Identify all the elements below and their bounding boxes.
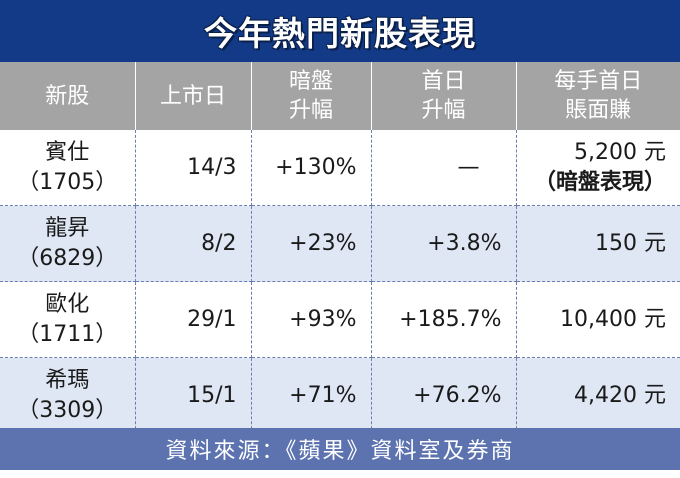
table-row: 歐化 （1711） 29/1 +93% +185.7% 10,400 元 [0, 281, 680, 358]
stock-code: （6829） [17, 245, 118, 271]
stock-cell: 賓仕 （1705） [0, 130, 136, 206]
header-first-day-line2: 升幅 [421, 98, 466, 123]
profit-cell: 4,420 元 [516, 357, 680, 434]
header-first-day: 首日 升幅 [371, 62, 517, 130]
stock-code: （1711） [17, 321, 118, 347]
grey-market-cell: +93% [251, 281, 372, 358]
stock-code: （1705） [17, 169, 118, 195]
stock-name: 賓仕 [45, 139, 90, 165]
profit-cell: 10,400 元 [516, 281, 680, 358]
grey-market-cell: +23% [251, 205, 372, 282]
stock-cell: 歐化 （1711） [0, 281, 136, 358]
header-first-day-line1: 首日 [421, 69, 466, 94]
listing-date-cell: 29/1 [135, 281, 252, 358]
table-row: 龍昇 （6829） 8/2 +23% +3.8% 150 元 [0, 205, 680, 282]
header-grey-market: 暗盤 升幅 [251, 62, 372, 130]
listing-date-cell: 8/2 [135, 205, 252, 282]
table-row: 希瑪 （3309） 15/1 +71% +76.2% 4,420 元 [0, 357, 680, 434]
header-listing-date-label: 上市日 [159, 83, 226, 109]
source-footer: 資料來源：《蘋果》資料室及券商 [0, 428, 680, 470]
header-row: 新股 上市日 暗盤升幅 首日升幅 每手首日賬面賺 [0, 62, 680, 130]
title-bar: 今年熱門新股表現 [0, 0, 680, 62]
header-profit-per-lot: 每手首日 賬面賺 [516, 62, 680, 130]
profit-value: 5,200 元 [574, 139, 666, 165]
first-day-cell: +76.2% [371, 357, 517, 434]
header-listing-date: 上市日 [135, 62, 252, 130]
profit-cell: 5,200 元 （暗盤表現） [516, 130, 680, 206]
header-profit-line2: 賬面賺 [565, 98, 632, 123]
first-day-cell: — [371, 130, 517, 206]
listing-date-cell: 14/3 [135, 130, 252, 206]
stock-cell: 龍昇 （6829） [0, 205, 136, 282]
stock-code: （3309） [17, 397, 118, 423]
source-note: 資料來源：《蘋果》資料室及券商 [165, 439, 515, 464]
stock-name: 希瑪 [45, 367, 90, 393]
header-stock-label: 新股 [45, 83, 90, 109]
header-profit-line1: 每手首日 [554, 69, 643, 94]
stock-name: 歐化 [45, 291, 90, 317]
header-grey-market-line1: 暗盤 [288, 69, 333, 94]
first-day-value: — [457, 154, 480, 180]
table-row: 賓仕 （1705） 14/3 +130% — 5,200 元 （暗盤表現） [0, 130, 680, 206]
profit-note: （暗盤表現） [533, 169, 666, 195]
data-table: 新股 上市日 暗盤升幅 首日升幅 每手首日賬面賺 賓仕 （1705） 14/3 +… [0, 62, 680, 434]
stock-cell: 希瑪 （3309） [0, 357, 136, 434]
first-day-cell: +3.8% [371, 205, 517, 282]
header-stock: 新股 [0, 62, 136, 130]
table-title: 今年熱門新股表現 [204, 14, 476, 53]
header-grey-market-line2: 升幅 [288, 98, 333, 123]
first-day-cell: +185.7% [371, 281, 517, 358]
grey-market-cell: +71% [251, 357, 372, 434]
listing-date-cell: 15/1 [135, 357, 252, 434]
profit-cell: 150 元 [516, 205, 680, 282]
stock-name: 龍昇 [45, 215, 90, 241]
grey-market-cell: +130% [251, 130, 372, 206]
